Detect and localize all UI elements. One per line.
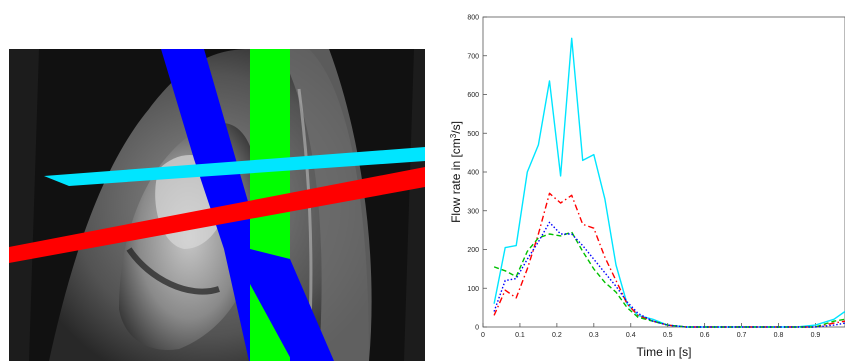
red-plane: [9, 167, 425, 263]
y-axis-title-end: /s]: [449, 121, 463, 134]
x-tick-label: 0.1: [515, 332, 525, 339]
y-tick-label: 100: [467, 286, 479, 293]
series-line-4: [493, 221, 845, 328]
y-axis-title-sup: 3: [449, 133, 458, 138]
y-tick-label: 400: [467, 170, 479, 177]
x-tick-label: 0.8: [774, 332, 784, 339]
x-tick-label: 0.2: [552, 332, 562, 339]
series-line-2: [493, 192, 845, 328]
cyan-plane: [44, 147, 425, 186]
y-tick-label: 0: [475, 325, 479, 332]
y-tick-label: 300: [467, 208, 479, 215]
series-line-3: [493, 231, 845, 328]
chart-labels: Time in [s] Flow rate in [cm3/s]: [449, 121, 692, 359]
x-tick-label: 0.9: [811, 332, 821, 339]
y-tick-label: 700: [467, 53, 479, 60]
series-line-1: [493, 37, 845, 328]
x-tick-label: 0.3: [589, 332, 599, 339]
x-tick-label: 0.5: [663, 332, 673, 339]
y-axis-title: Flow rate in [cm3/s]: [449, 121, 464, 223]
mri-image-graphic: [9, 49, 425, 361]
x-tick-label: 0: [481, 332, 485, 339]
plot-frame: [482, 16, 845, 328]
chart-axes: 0 100 200 300 400 500 600 700 800 0 0.1 0.2 0.3 0.4 0.…: [467, 15, 845, 339]
y-axis-title-main: Flow rate in [cm: [449, 138, 463, 223]
mri-image: [9, 49, 425, 361]
y-tick-label: 600: [467, 92, 479, 99]
flow-rate-chart: 0 100 200 300 400 500 600 700 800 0 0.1 0.2 0.3 0.4 0.…: [420, 0, 845, 361]
y-tick-label: 800: [467, 15, 479, 22]
x-tick-label: 0.7: [737, 332, 747, 339]
chart-series-layer: [493, 37, 845, 328]
x-tick-label: 0.6: [700, 332, 710, 339]
y-tick-label: 200: [467, 247, 479, 254]
x-axis-title: Time in [s]: [637, 345, 692, 359]
x-tick-label: 0.4: [626, 332, 636, 339]
y-tick-label: 500: [467, 131, 479, 138]
chart-svg: 0 100 200 300 400 500 600 700 800 0 0.1 0.2 0.3 0.4 0.…: [449, 15, 845, 359]
